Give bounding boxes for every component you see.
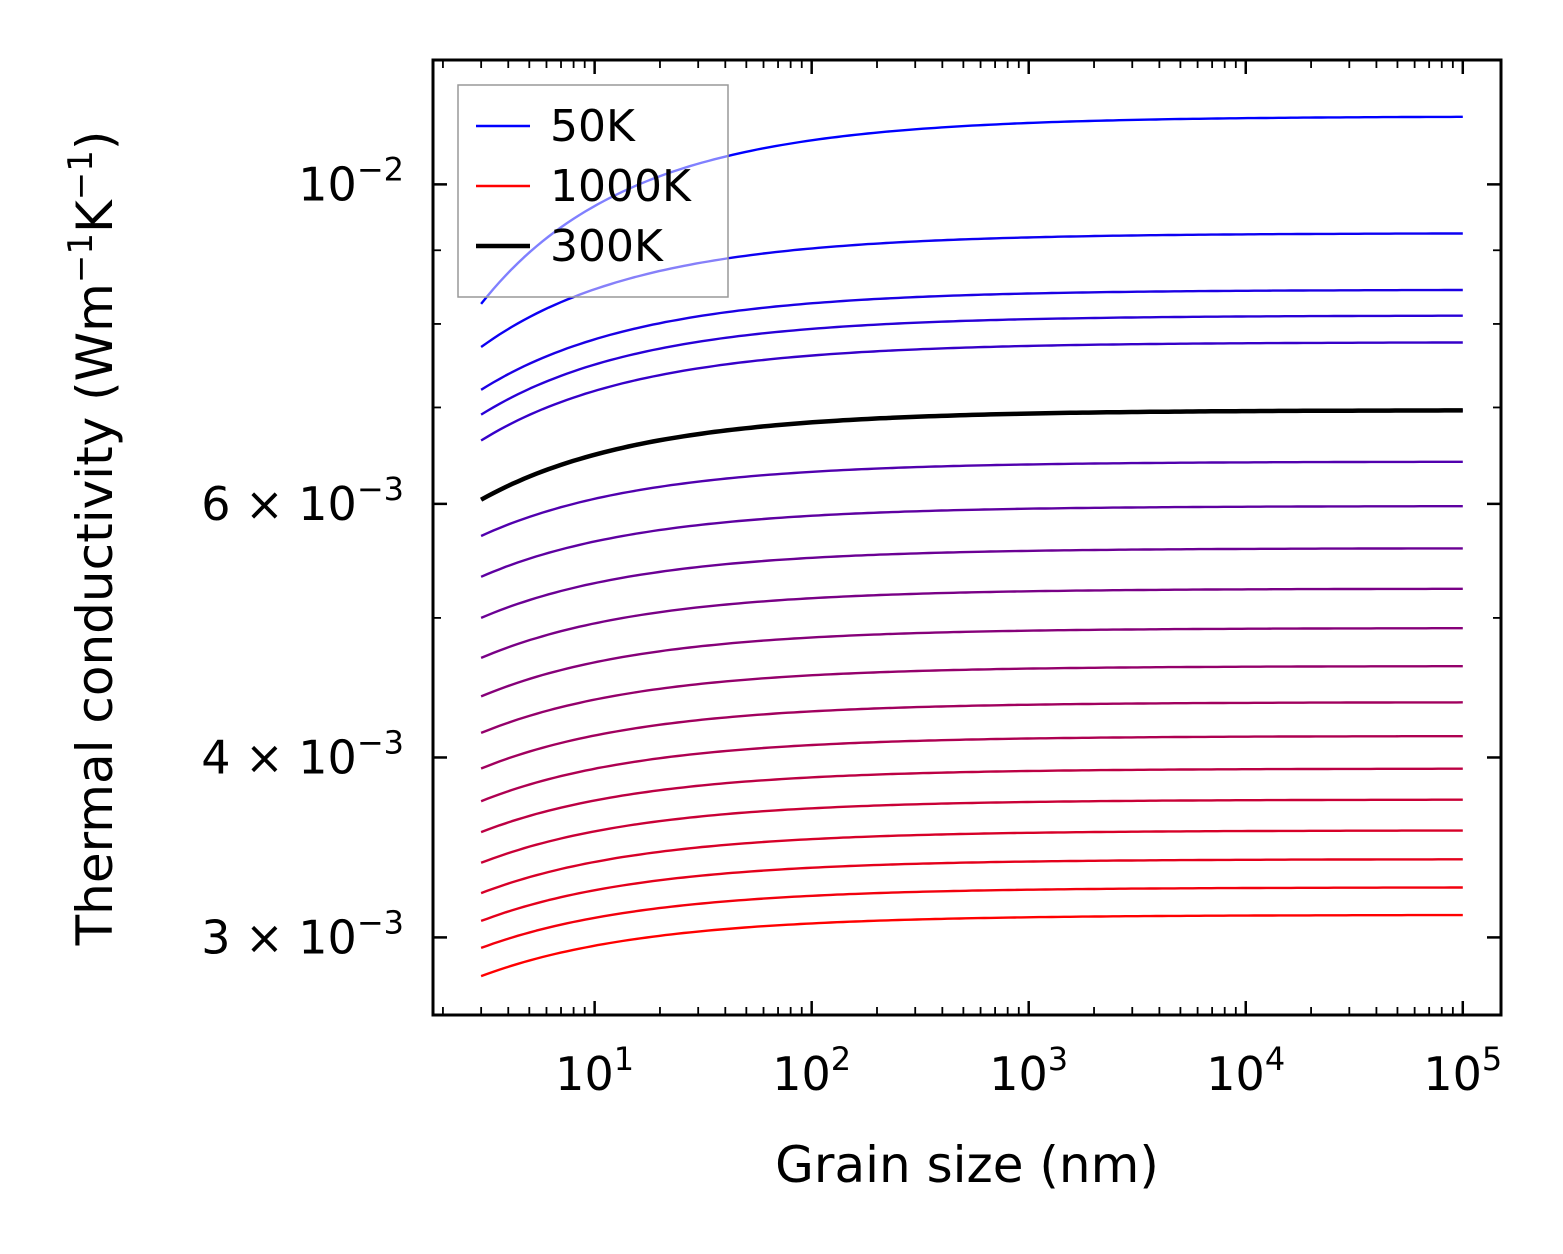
legend-box: [457, 84, 729, 298]
y-tick-exp: −3: [357, 903, 404, 941]
x-tick-base: 10: [772, 1047, 831, 1101]
series-line: [480, 314, 1463, 416]
x-tick-label: 103: [989, 1040, 1068, 1101]
series-line: [480, 735, 1463, 803]
y-tick-mantissa: 4 × 10: [201, 730, 357, 784]
x-tick-labels: 101 102 103 104 105: [555, 1040, 1502, 1101]
y-tick-mantissa: 6 × 10: [201, 477, 357, 531]
x-tick-base: 10: [555, 1047, 614, 1101]
series-line: [480, 409, 1463, 501]
x-tick-base: 10: [989, 1047, 1048, 1101]
x-tick-exp: 1: [614, 1040, 634, 1078]
y-tick-label: 3 × 10−3: [201, 903, 404, 964]
plot-frame: [431, 58, 1503, 1017]
y-tick-exp: −3: [357, 723, 404, 761]
y-tick-label: 6 × 10−3: [201, 470, 404, 531]
x-tick-exp: 2: [831, 1040, 851, 1078]
series-line: [480, 701, 1463, 770]
series-line: [480, 798, 1463, 864]
series-line: [480, 288, 1463, 391]
series-line: [480, 913, 1463, 978]
x-tick-exp: 4: [1265, 1040, 1285, 1078]
series-line: [480, 460, 1463, 538]
series-line: [480, 341, 1463, 442]
series-line: [480, 408, 1463, 502]
y-axis-title-sup1: −1: [61, 233, 101, 283]
x-axis-title: Grain size (nm): [775, 1136, 1159, 1194]
y-tick-exp: −2: [357, 150, 404, 188]
y-tick-label: 10−2: [298, 150, 404, 211]
series-line: [480, 858, 1463, 923]
legend-label: 50K: [550, 101, 636, 152]
y-tick-mantissa: 3 × 10: [201, 910, 357, 964]
y-axis-title-sup2: −1: [61, 150, 101, 200]
legend-label: 300K: [550, 221, 664, 272]
x-tick-label: 105: [1423, 1040, 1502, 1101]
y-tick-labels: 10−26 × 10−34 × 10−33 × 10−3: [201, 150, 404, 964]
x-tick-label: 104: [1206, 1040, 1285, 1101]
series-line: [480, 547, 1463, 620]
x-tick-base: 10: [1423, 1047, 1482, 1101]
series-line: [480, 505, 1463, 578]
legend-label: 1000K: [550, 161, 692, 212]
y-tick-mantissa: 10: [298, 157, 357, 211]
y-axis-title: Thermal conductivity (Wm−1K−1): [61, 131, 124, 947]
x-tick-label: 102: [772, 1040, 851, 1101]
x-tick-exp: 3: [1048, 1040, 1068, 1078]
x-tick-exp: 5: [1482, 1040, 1502, 1078]
series-curves: [480, 115, 1463, 978]
series-line: [480, 886, 1463, 950]
series-line: [480, 665, 1463, 735]
y-tick-exp: −3: [357, 470, 404, 508]
series-line: [480, 587, 1463, 660]
y-axis-title-main: Thermal conductivity (Wm: [66, 283, 124, 946]
x-tick-base: 10: [1206, 1047, 1265, 1101]
legend: 50K 1000K 300K: [457, 84, 729, 298]
y-axis-title-mid: K: [66, 199, 124, 233]
x-tick-label: 101: [555, 1040, 634, 1101]
series-line: [480, 829, 1463, 895]
series-line: [480, 627, 1463, 698]
y-tick-label: 4 × 10−3: [201, 723, 404, 784]
y-axis-title-end: ): [66, 131, 124, 151]
series-line: [480, 767, 1463, 834]
